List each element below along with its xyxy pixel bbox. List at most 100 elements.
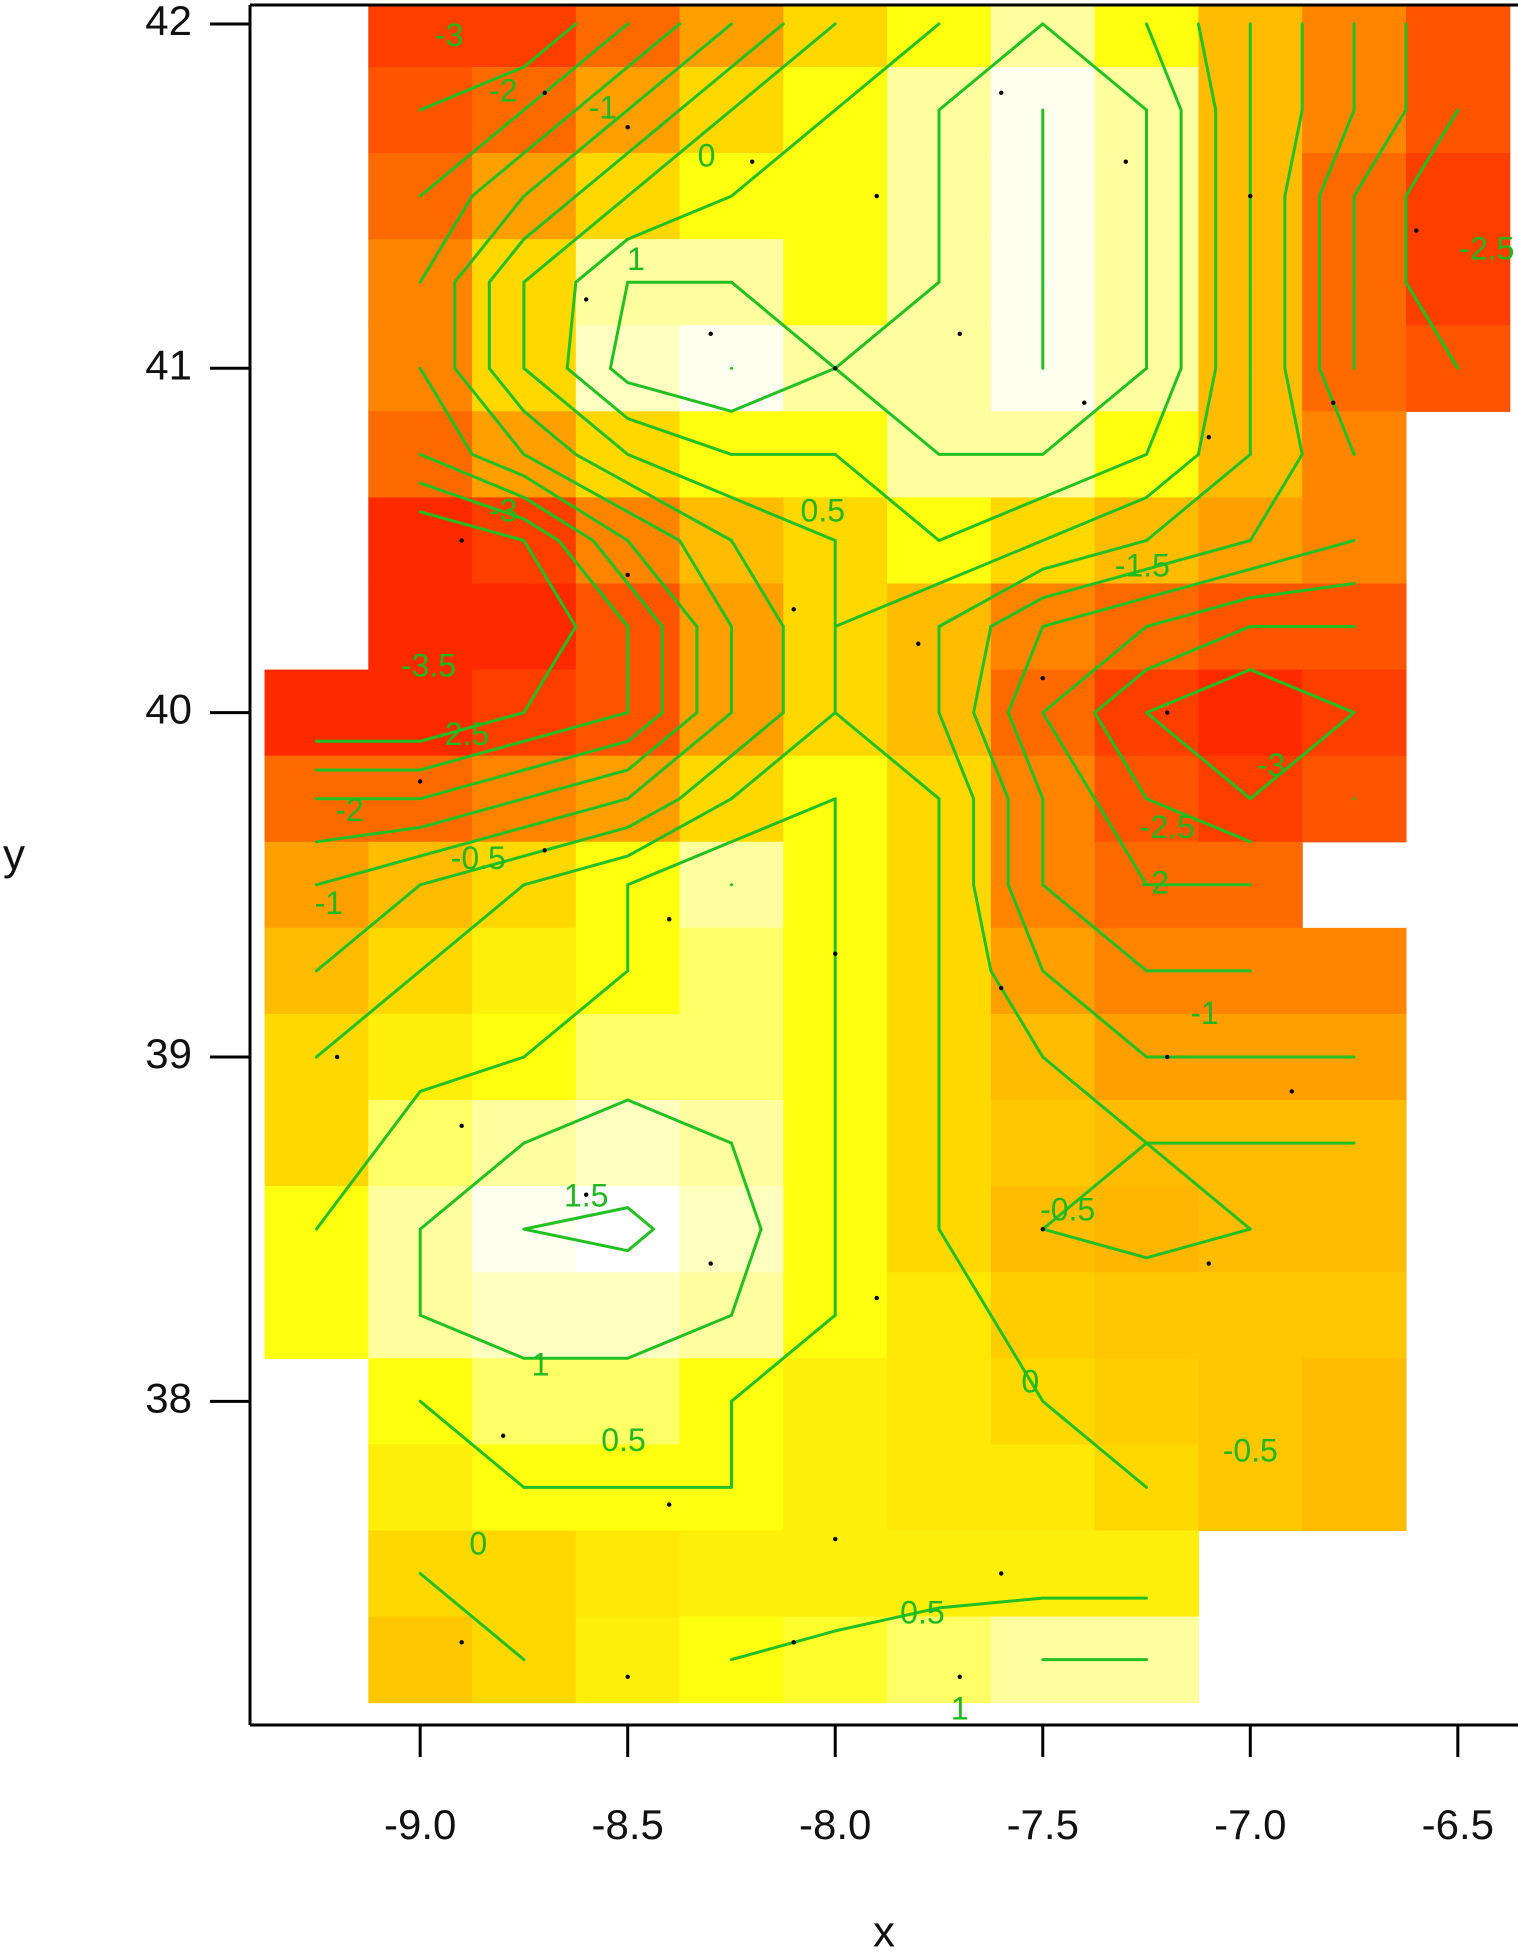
heat-cell: [472, 927, 577, 1015]
heat-cell: [575, 1013, 681, 1101]
contour-label: 0.5: [601, 1422, 645, 1458]
sample-point: [417, 779, 423, 784]
heat-cell: [575, 1358, 681, 1445]
heat-cell: [472, 5, 577, 68]
sample-point: [791, 1640, 796, 1645]
x-tick-label: -7.5: [1007, 1801, 1079, 1848]
heat-cell: [472, 1358, 577, 1445]
heat-cell: [783, 239, 888, 326]
contour-label: -1.5: [1115, 547, 1170, 583]
sample-point: [1331, 400, 1336, 405]
sample-point: [583, 297, 589, 302]
contour-line: [522, 108, 1045, 1253]
sample-point: [542, 90, 547, 96]
heat-cell: [990, 1272, 1096, 1359]
sample-point: [1206, 434, 1211, 440]
heat-cell: [368, 1616, 473, 1704]
heat-cell: [1094, 5, 1200, 68]
sample-point: [500, 1433, 506, 1438]
contour-line: [314, 22, 1356, 1260]
heat-cell: [783, 153, 888, 240]
sample-point: [1165, 710, 1170, 715]
heat-cell: [679, 927, 784, 1015]
heat-cell: [1302, 1358, 1407, 1445]
heat-cell: [1302, 927, 1407, 1015]
contour-label: -3: [1257, 747, 1285, 783]
sample-point: [916, 641, 921, 646]
x-tick-label: -6.5: [1422, 1801, 1494, 1848]
contour-line: [314, 22, 1218, 1662]
sample-point: [708, 1261, 713, 1266]
heat-cell: [1094, 1358, 1200, 1445]
heat-cell: [264, 1272, 369, 1359]
sample-point: [833, 1536, 838, 1542]
sample-point: [459, 538, 464, 543]
contour-label: -2: [489, 72, 517, 108]
heat-cell: [264, 669, 369, 757]
heat-cell: [1405, 153, 1511, 240]
contour-label: -2.5: [434, 716, 489, 752]
sample-point: [1165, 1054, 1170, 1060]
contour-label: -3: [489, 492, 517, 528]
contour-label: -0.5: [1223, 1432, 1278, 1468]
y-tick-label: 40: [145, 686, 192, 733]
y-tick-label: 41: [145, 341, 192, 388]
heat-cell: [887, 1530, 992, 1618]
sample-point: [708, 331, 713, 337]
heat-cell: [368, 1013, 473, 1101]
heat-cell: [472, 1530, 577, 1618]
y-tick-label: 42: [145, 0, 192, 44]
sample-point: [999, 1571, 1004, 1576]
heat-cell: [472, 1272, 577, 1359]
heat-cell: [575, 1272, 681, 1359]
heat-cell: [575, 1186, 681, 1273]
heat-cell: [1302, 1186, 1407, 1273]
heat-cell: [679, 1013, 784, 1101]
sample-point: [957, 331, 962, 337]
contour-label: 0.5: [801, 492, 845, 528]
sample-point: [1289, 1089, 1294, 1094]
contour-label: 1: [532, 1346, 550, 1382]
x-axis-label: x: [873, 1908, 895, 1957]
y-tick-label: 38: [145, 1374, 192, 1421]
sample-point: [957, 1674, 962, 1679]
contour-label: 1.5: [564, 1178, 608, 1214]
sample-point: [334, 1054, 340, 1060]
heat-cell: [783, 5, 888, 68]
heat-cell: [264, 1100, 369, 1187]
contour-label: 1: [627, 241, 645, 277]
sample-point: [1123, 159, 1128, 164]
heat-cell: [887, 1358, 992, 1445]
sample-point: [1414, 228, 1419, 233]
sample-point: [1040, 1226, 1045, 1232]
sample-point: [999, 985, 1004, 991]
sample-point: [667, 917, 672, 922]
sample-point: [667, 1502, 672, 1507]
heat-cell: [1198, 1358, 1303, 1445]
sample-point: [1040, 675, 1045, 681]
heat-cell: [575, 1530, 681, 1618]
heat-cell: [887, 1616, 992, 1704]
x-tick-label: -8.0: [799, 1801, 871, 1848]
contour-label: 1: [951, 1691, 969, 1727]
heat-cell: [368, 1444, 473, 1532]
sample-point: [750, 159, 755, 164]
contour-label: 0: [698, 138, 716, 174]
sample-point: [833, 366, 838, 371]
sample-point: [625, 572, 630, 578]
heat-cell: [1198, 1272, 1303, 1359]
heat-cell: [1094, 1530, 1200, 1618]
contour-line: [314, 22, 1408, 887]
heat-cell: [887, 1272, 992, 1359]
heat-cell: [887, 325, 992, 412]
heat-cell: [679, 5, 784, 68]
plot-area: -3 -2 -1 0 1 -3 -3.5 -2.5 -2 -0.5 -1 0.5 -1.5 -3 -2.5 -…: [264, 5, 1514, 1727]
heat-cell: [1198, 669, 1303, 757]
contour-line: [314, 22, 1356, 1059]
heat-cell: [368, 1100, 473, 1187]
x-tick-label: -9.0: [384, 1801, 456, 1848]
heat-cell: [368, 583, 473, 671]
heat-cell: [1094, 1272, 1200, 1359]
heat-cell: [1198, 1444, 1303, 1532]
heat-cell: [990, 5, 1096, 68]
